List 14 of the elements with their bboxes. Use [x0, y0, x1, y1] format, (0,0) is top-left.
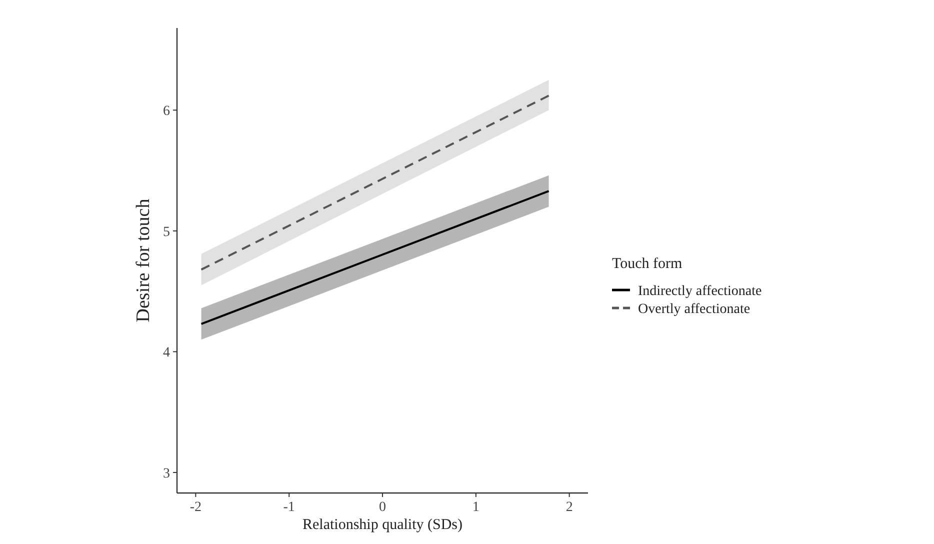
x-axis-title: Relationship quality (SDs): [302, 517, 462, 533]
x-tick-label: 2: [566, 500, 573, 515]
legend-title: Touch form: [612, 256, 683, 272]
y-tick-label: 5: [163, 224, 170, 240]
x-tick-label: 1: [472, 500, 480, 515]
x-tick-label: 0: [379, 500, 386, 515]
legend-label: Indirectly affectionate: [638, 284, 762, 299]
y-tick-label: 6: [163, 104, 170, 120]
legend-label: Overtly affectionate: [638, 302, 750, 317]
x-tick-label: -1: [283, 500, 295, 515]
y-tick-label: 3: [163, 466, 170, 482]
y-axis-title: Desire for touch: [133, 198, 154, 322]
x-tick-label: -2: [190, 500, 202, 515]
y-tick-label: 4: [163, 346, 170, 361]
